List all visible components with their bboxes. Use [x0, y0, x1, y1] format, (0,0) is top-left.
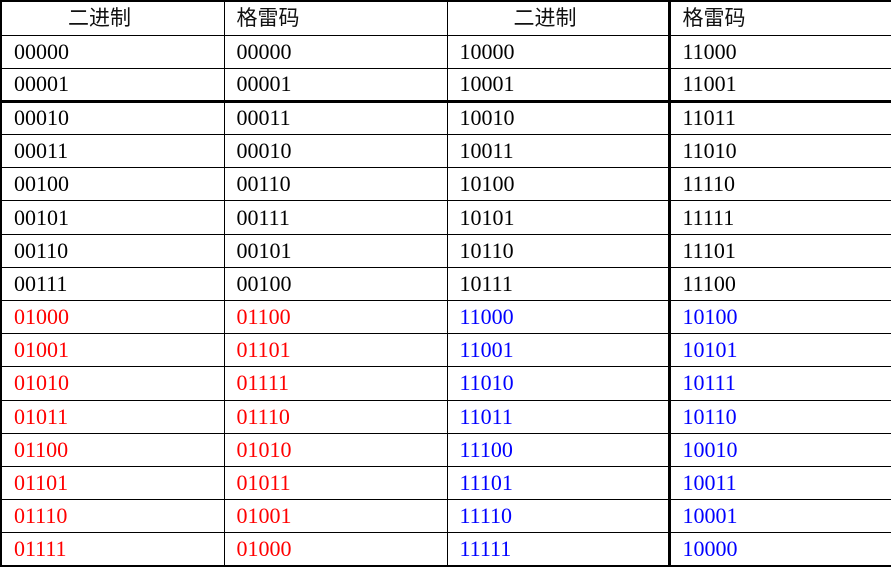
gray-code-cell-left: 01111: [223, 366, 448, 401]
table-row: 00000 00000 10000 11000: [0, 34, 891, 69]
gray-code-cell-left: 01011: [223, 465, 448, 501]
binary-cell-right: 10000: [446, 34, 670, 69]
gray-code-cell-right: 10010: [667, 432, 891, 467]
gray-code-cell-right: 10111: [667, 366, 891, 401]
binary-cell-left: 00101: [0, 200, 225, 235]
gray-code-cell-left: 00110: [223, 167, 448, 202]
table-row: 01010 01111 11010 10111: [0, 366, 891, 401]
table-row: 00111 00100 10111 11100: [0, 266, 891, 302]
gray-code-cell-right: 11101: [667, 233, 891, 268]
gray-code-cell-left: 01000: [223, 532, 448, 567]
binary-cell-right: 11010: [446, 366, 670, 401]
table-row: 00011 00010 10011 11010: [0, 134, 891, 169]
binary-cell-right: 11000: [446, 299, 670, 335]
gray-code-cell-left: 00101: [223, 233, 448, 268]
gray-code-cell-right: 10000: [667, 532, 891, 567]
binary-cell-right: 11001: [446, 333, 670, 368]
gray-code-cell-left: 00010: [223, 134, 448, 169]
gray-code-cell-right: 11100: [667, 266, 891, 302]
binary-cell-right: 10011: [446, 134, 670, 169]
binary-cell-right: 10001: [446, 67, 670, 103]
header-binary-right: 二进制: [446, 0, 670, 36]
gray-code-cell-right: 11000: [667, 34, 891, 69]
binary-cell-left: 00001: [0, 67, 225, 103]
binary-cell-left: 01101: [0, 465, 225, 501]
table-row: 01110 01001 11110 10001: [0, 499, 891, 534]
gray-code-cell-right: 10110: [667, 399, 891, 434]
table-row: 00010 00011 10010 11011: [0, 100, 891, 136]
gray-code-cell-left: 01101: [223, 333, 448, 368]
binary-cell-left: 01011: [0, 399, 225, 434]
table-row: 01111 01000 11111 10000: [0, 532, 891, 567]
table-row: 01101 01011 11101 10011: [0, 465, 891, 501]
table-body: 00000 00000 10000 11000 00001 00001 10001 11001…: [0, 34, 891, 567]
gray-code-cell-right: 11011: [667, 100, 891, 136]
header-row: 二进制 格雷码 二进制 格雷码: [0, 0, 891, 36]
header-binary-left: 二进制: [0, 0, 225, 36]
table-row: 01100 01010 11100 10010: [0, 432, 891, 467]
gray-code-cell-left: 01110: [223, 399, 448, 434]
binary-cell-right: 10100: [446, 167, 670, 202]
binary-cell-left: 01001: [0, 333, 225, 368]
gray-code-cell-left: 00011: [223, 100, 448, 136]
table-row: 01011 01110 11011 10110: [0, 399, 891, 434]
binary-cell-right: 10101: [446, 200, 670, 235]
binary-cell-right: 11101: [446, 465, 670, 501]
table-row: 01001 01101 11001 10101: [0, 333, 891, 368]
binary-cell-right: 11011: [446, 399, 670, 434]
binary-cell-left: 00010: [0, 100, 225, 136]
binary-cell-left: 01010: [0, 366, 225, 401]
binary-cell-left: 00100: [0, 167, 225, 202]
gray-code-cell-right: 11010: [667, 134, 891, 169]
binary-cell-left: 00000: [0, 34, 225, 69]
gray-code-cell-right: 10101: [667, 333, 891, 368]
gray-code-cell-left: 01010: [223, 432, 448, 467]
table-row: 00110 00101 10110 11101: [0, 233, 891, 268]
gray-code-cell-left: 00100: [223, 266, 448, 302]
binary-cell-left: 01110: [0, 499, 225, 534]
binary-cell-left: 01100: [0, 432, 225, 467]
gray-code-cell-left: 00001: [223, 67, 448, 103]
header-gray-right: 格雷码: [667, 0, 891, 36]
gray-code-cell-left: 00000: [223, 34, 448, 69]
binary-cell-right: 10111: [446, 266, 670, 302]
binary-cell-left: 01000: [0, 299, 225, 335]
binary-cell-left: 00011: [0, 134, 225, 169]
binary-cell-right: 11100: [446, 432, 670, 467]
binary-cell-left: 00111: [0, 266, 225, 302]
gray-code-cell-right: 10100: [667, 299, 891, 335]
table-row: 00001 00001 10001 11001: [0, 67, 891, 103]
gray-code-cell-left: 01100: [223, 299, 448, 335]
table-row: 01000 01100 11000 10100: [0, 299, 891, 335]
gray-code-cell-right: 11001: [667, 67, 891, 103]
binary-cell-right: 10110: [446, 233, 670, 268]
gray-code-cell-right: 10011: [667, 465, 891, 501]
binary-cell-right: 10010: [446, 100, 670, 136]
binary-cell-right: 11110: [446, 499, 670, 534]
gray-code-cell-right: 11111: [667, 200, 891, 235]
gray-code-cell-left: 01001: [223, 499, 448, 534]
gray-code-cell-left: 00111: [223, 200, 448, 235]
binary-cell-left: 00110: [0, 233, 225, 268]
table-row: 00101 00111 10101 11111: [0, 200, 891, 235]
table-row: 00100 00110 10100 11110: [0, 167, 891, 202]
header-gray-left: 格雷码: [223, 0, 448, 36]
binary-cell-right: 11111: [446, 532, 670, 567]
binary-cell-left: 01111: [0, 532, 225, 567]
gray-code-cell-right: 11110: [667, 167, 891, 202]
gray-code-cell-right: 10001: [667, 499, 891, 534]
